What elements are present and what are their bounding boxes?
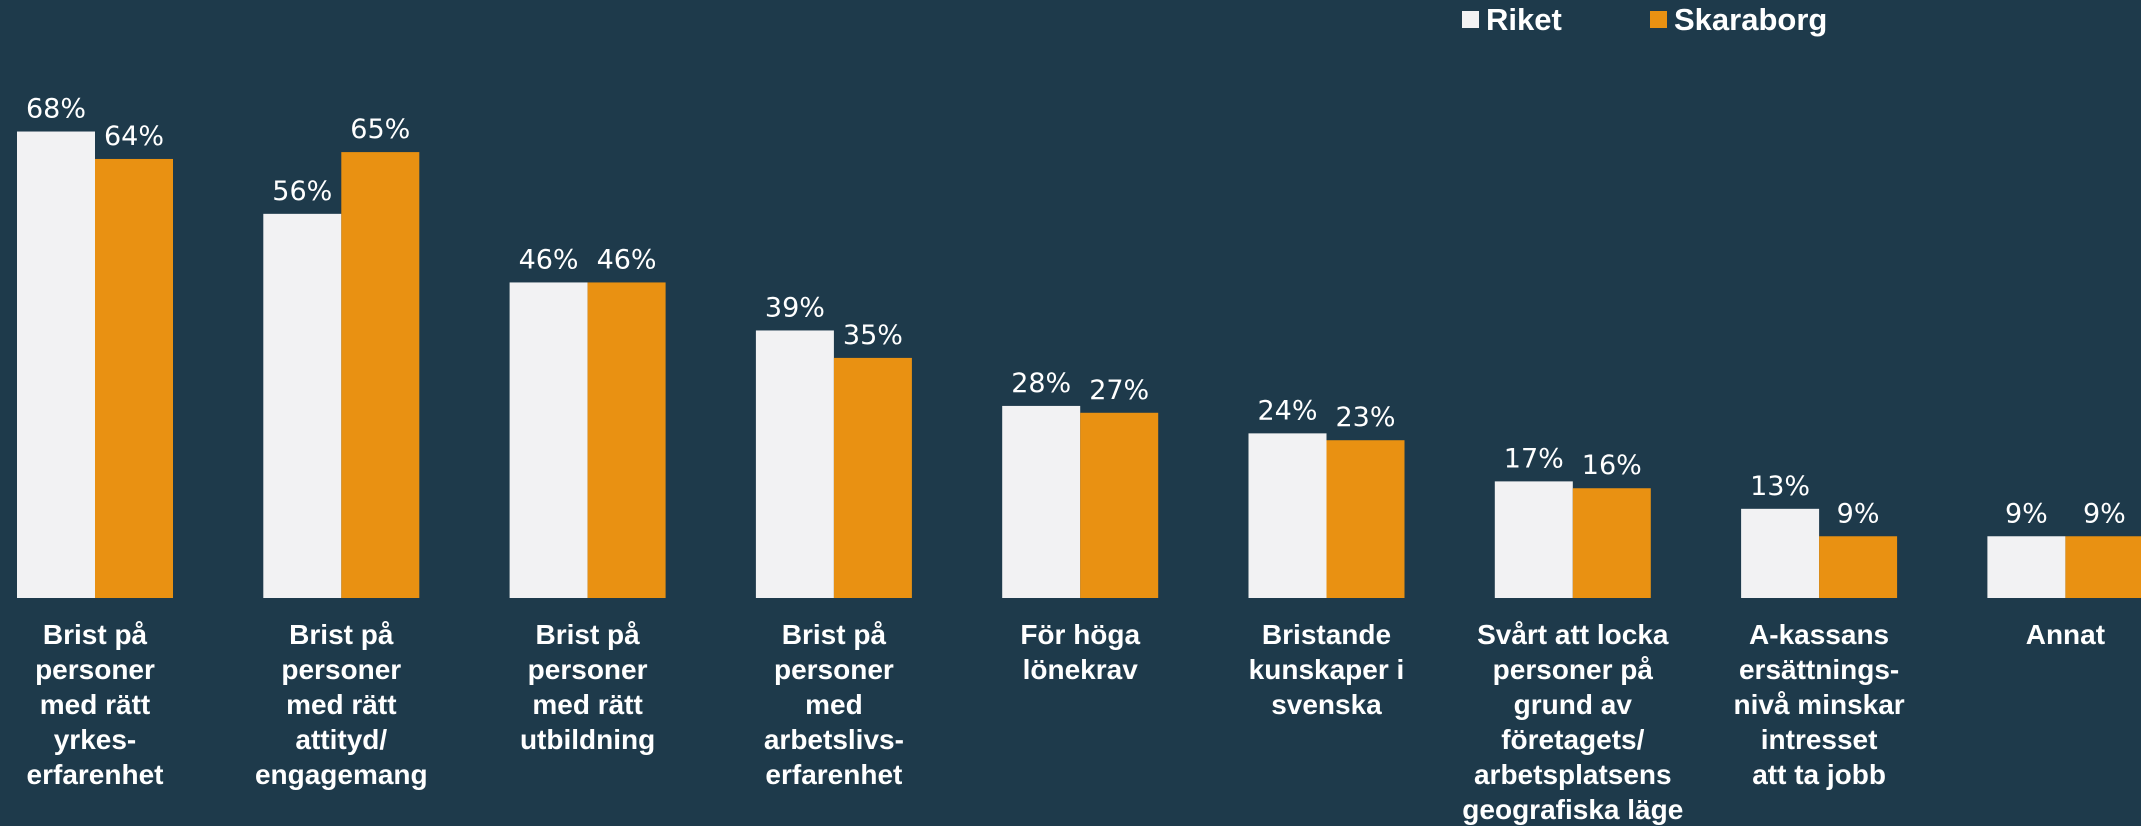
bars [17,131,2141,598]
bar-skaraborg-8 [1819,536,1898,598]
bar-riket-2 [263,213,342,598]
value-label-skaraborg-1: 64% [104,121,164,152]
value-label-riket-3: 46% [519,244,579,275]
value-label-skaraborg-7: 16% [1582,450,1642,481]
value-label-riket-5: 28% [1011,368,1071,399]
category-label-3: Brist på personer med rätt utbildning [520,619,655,755]
value-label-riket-4: 39% [765,292,825,323]
legend-swatch-skaraborg [1650,11,1667,28]
category-label-4: Brist på personer med arbetslivs-erfarenhet [764,619,904,790]
value-label-riket-7: 17% [1504,443,1564,474]
bar-skaraborg-4 [833,357,912,598]
value-label-riket-1: 68% [26,94,86,125]
bar-riket-6 [1248,433,1327,598]
bar-riket-5 [1002,405,1081,598]
value-label-skaraborg-6: 23% [1335,402,1395,433]
legend-swatch-riket [1462,11,1479,28]
category-label-6: Bristande kunskaper i svenska [1249,619,1405,720]
category-label-7: Svårt att locka personer på grund av företa… [1462,619,1683,825]
category-label-1: Brist på personer med rätt yrkes-erfarenhet [27,619,164,790]
legend-label-riket: Riket [1486,2,1562,37]
value-label-skaraborg-8: 9% [1837,498,1880,529]
value-label-skaraborg-5: 27% [1089,375,1149,406]
bar-riket-8 [1741,508,1820,598]
category-label-9: Annat [2026,619,2105,650]
legend: Riket Skaraborg [1462,2,1827,37]
value-label-riket-6: 24% [1257,395,1317,426]
bar-skaraborg-9 [2065,536,2141,598]
value-label-skaraborg-9: 9% [2083,498,2126,529]
value-label-riket-9: 9% [2005,498,2048,529]
value-label-skaraborg-2: 65% [350,114,410,145]
bar-riket-3 [509,282,588,598]
bar-skaraborg-7 [1572,488,1651,598]
value-label-skaraborg-3: 46% [597,244,657,275]
bar-skaraborg-1 [95,158,173,598]
bar-riket-9 [1987,536,2066,598]
bar-riket-1 [17,131,95,598]
category-label-5: För höga lönekrav [1020,619,1140,685]
bar-riket-7 [1494,481,1573,598]
category-label-8: A-kassans ersättnings-nivå minskar intress… [1733,619,1904,790]
bar-skaraborg-2 [341,152,420,598]
bar-skaraborg-3 [587,282,666,598]
value-label-skaraborg-4: 35% [843,320,903,351]
category-label-2: Brist på personer med rätt attityd/engagema… [255,619,428,790]
value-label-riket-2: 56% [272,176,332,207]
bar-skaraborg-5 [1080,412,1159,598]
bar-riket-4 [755,330,834,598]
category-labels: Brist på personer med rätt yrkes-erfarenhet… [27,619,2106,825]
value-label-riket-8: 13% [1750,471,1810,502]
legend-label-skaraborg: Skaraborg [1674,2,1827,37]
value-labels: 68% 64% 56% 65% 46% 46% 39% 35% 28% 27% 24% 23% 17% 1… [26,94,2126,530]
bar-skaraborg-6 [1326,440,1405,598]
